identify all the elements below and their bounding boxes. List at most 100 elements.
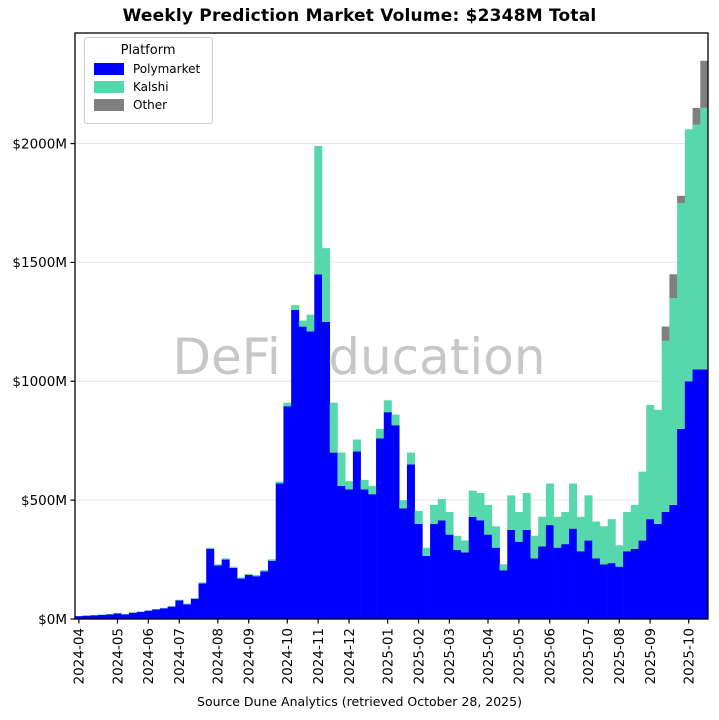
bar-segment-polymarket [90,615,99,619]
bar-segment-kalshi [206,547,215,549]
bar-segment-polymarket [136,611,145,619]
bar-segment-polymarket [98,614,107,619]
bar-segment-kalshi [561,512,570,545]
bar-segment-kalshi [329,402,338,453]
bar-segment-polymarket [615,566,624,619]
bar-segment-polymarket [700,369,709,619]
bar-segment-kalshi [98,614,107,615]
bar-segment-polymarket [159,608,168,619]
bar-segment-polymarket [291,309,300,619]
bar-segment-kalshi [337,452,346,486]
bar-segment-polymarket [406,464,415,619]
bar-segment-polymarket [167,606,176,619]
bar-segment-kalshi [599,526,608,565]
bar-segment-polymarket [507,529,516,619]
bar-segment-polymarket [638,540,647,619]
bar-segment-polymarket [175,600,184,619]
legend-entry-kalshi: Kalshi [94,80,200,94]
bar-segment-polymarket [607,563,616,619]
legend-title: Platform [120,43,176,58]
bar-segment-kalshi [677,202,686,429]
y-tick-label: $0M [38,612,67,628]
bar-segment-polymarket [391,425,400,619]
x-tick-label: 2025-07 [581,628,597,684]
bar-segment-kalshi [530,535,539,559]
legend-entries: Polymarket Kalshi Other [94,62,200,112]
bar-segment-polymarket [322,321,331,619]
x-tick-label: 2025-05 [512,628,528,684]
bar-segment-kalshi [306,314,315,332]
x-tick-label: 2025-06 [543,628,559,684]
bar-segment-polymarket [260,571,269,619]
bar-segment-polymarket [484,534,493,619]
bar-segment-polymarket [75,616,84,619]
bar-segment-kalshi [175,599,184,601]
bar-segment-polymarket [592,558,601,619]
bar-segment-polymarket [414,523,423,619]
bar-segment-kalshi [460,540,469,553]
bar-segment-kalshi [391,414,400,426]
bar-segment-kalshi [368,485,377,495]
bar-segment-polymarket [275,483,284,619]
bar-segment-polymarket [538,546,547,619]
bar-segment-polymarket [121,614,130,619]
bar-segment-polymarket [569,528,578,619]
bar-segment-kalshi [653,409,662,524]
bar-segment-kalshi [453,535,462,551]
bar-segment-kalshi [213,564,222,566]
bar-segment-polymarket [352,451,361,619]
bar-segment-polymarket [329,452,338,619]
x-tick-label: 2025-02 [411,628,427,684]
bar-segment-polymarket [399,508,408,619]
bar-segment-polymarket [453,550,462,619]
bar-segment-polymarket [530,558,539,619]
x-tick-label: 2025-03 [442,628,458,684]
bar-segment-kalshi [244,573,253,576]
bar-segment-kalshi [360,479,369,490]
bar-segment-kalshi [352,439,361,452]
bar-segment-polymarket [314,274,323,619]
bar-segment-kalshi [229,566,238,568]
legend-label-kalshi: Kalshi [133,80,169,94]
bar-segment-polymarket [144,610,153,619]
bar-segment-polymarket [360,489,369,619]
bar-segment-kalshi [623,512,632,552]
bar-segment-kalshi [646,405,655,520]
x-tick-label: 2024-08 [211,628,227,684]
x-tick-label: 2025-04 [481,628,497,684]
bar-segment-polymarket [206,548,215,619]
bar-segment-polymarket [383,412,392,619]
bar-segment-polymarket [430,523,439,619]
plot-border [74,32,709,620]
bar-segment-other [692,107,701,125]
bar-segment-polymarket [677,428,686,619]
bar-segment-other [661,326,670,341]
source-caption: Source Dune Analytics (retrieved October… [197,694,522,709]
bar-segment-polymarket [213,565,222,619]
bar-segment-polymarket [183,604,192,619]
bar-segment-polymarket [229,567,238,619]
legend-swatch-kalshi [94,81,124,93]
bar-segment-polymarket [345,489,354,619]
bar-segment-kalshi [630,504,639,549]
bar-segment-kalshi [221,558,230,560]
bar-segment-kalshi [615,545,624,567]
bar-segment-kalshi [159,607,168,609]
bar-segment-polymarket [221,559,230,619]
bar-segment-kalshi [144,610,153,611]
bar-segment-kalshi [376,428,385,439]
bar-segment-polymarket [684,381,693,619]
bar-segment-kalshi [90,614,99,616]
bar-segment-kalshi [275,481,284,484]
bar-segment-kalshi [260,570,269,572]
bar-segment-polymarket [267,560,277,619]
bar-segment-polymarket [623,551,632,619]
bar-segment-polymarket [368,494,377,619]
bar-segment-polymarket [376,438,385,619]
bar-segment-kalshi [491,526,500,548]
legend-entry-other: Other [94,98,200,112]
bar-segment-kalshi [121,614,130,615]
bar-segment-kalshi [105,614,114,615]
legend-swatch-polymarket [94,63,124,75]
bar-segment-kalshi [437,498,446,521]
